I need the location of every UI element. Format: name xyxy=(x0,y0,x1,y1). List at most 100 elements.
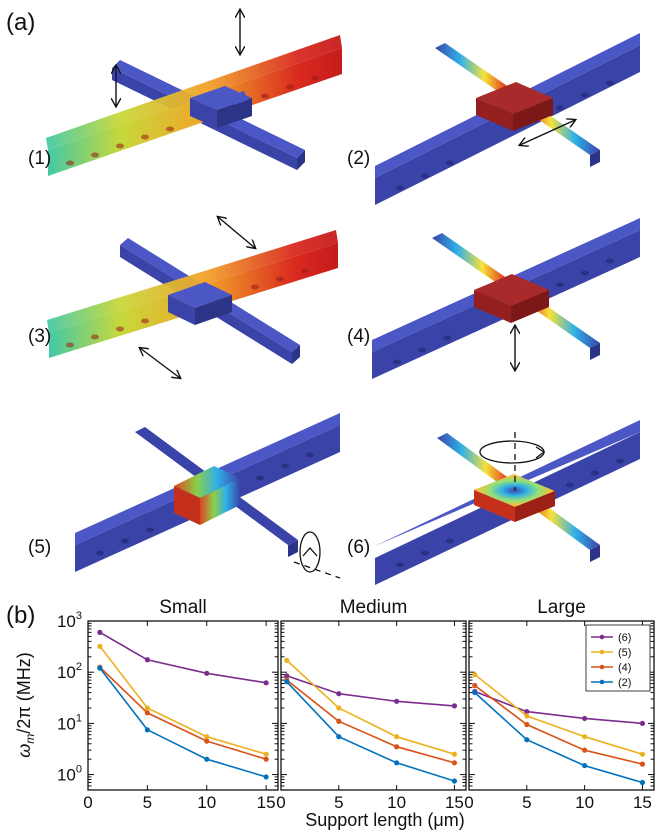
data-point xyxy=(336,734,342,740)
data-point xyxy=(263,756,269,762)
data-point xyxy=(472,682,478,689)
mode-2-label: (2) xyxy=(347,148,370,169)
data-point xyxy=(451,760,458,766)
chart-large: 0 5 10 15 Large (6) (5) (4) (2) xyxy=(464,597,655,812)
plot-frame xyxy=(468,620,655,791)
data-point xyxy=(582,762,588,769)
series-line-4 xyxy=(474,684,643,765)
data-point xyxy=(144,705,150,711)
chart-title: Large xyxy=(537,597,586,618)
data-point xyxy=(639,751,646,757)
legend-label: (2) xyxy=(618,677,631,689)
legend-marker xyxy=(599,649,605,655)
data-point xyxy=(582,747,588,753)
chart-title: Small xyxy=(159,597,207,618)
data-point xyxy=(97,629,103,635)
legend-marker xyxy=(599,679,605,685)
x-tick-label: 15 xyxy=(633,793,652,812)
legend-label: (4) xyxy=(618,662,631,674)
mode-4-illustration xyxy=(372,218,640,379)
x-tick-label: 5 xyxy=(522,793,531,812)
mode-1-illustration xyxy=(46,10,342,176)
data-point xyxy=(263,751,269,757)
data-point xyxy=(336,691,342,697)
data-point xyxy=(336,718,342,724)
mode-frequency-charts: 100 101 102 103 0 5 10 15 Small 0 5 10 15 Medium 0 5 10 1… xyxy=(57,597,655,812)
x-tick-label: 10 xyxy=(197,793,216,812)
x-tick-label: 10 xyxy=(387,793,406,812)
series-line-4 xyxy=(99,666,267,760)
x-tick-label: 0 xyxy=(276,793,285,812)
y-tick-label: 101 xyxy=(57,712,82,733)
series-line-2 xyxy=(474,692,643,784)
plot-frame xyxy=(87,620,279,791)
panel-a-label: (a) xyxy=(6,9,35,36)
legend-marker xyxy=(599,664,605,670)
mode-4-label: (4) xyxy=(347,326,370,347)
panel-b-label: (b) xyxy=(6,602,35,629)
data-point xyxy=(394,734,400,740)
series-line-2 xyxy=(286,681,455,782)
plot-frame xyxy=(280,620,467,791)
data-point xyxy=(639,761,646,767)
series-line-5 xyxy=(286,659,455,755)
data-point xyxy=(284,657,290,663)
y-tick-label: 100 xyxy=(57,764,82,785)
data-point xyxy=(472,671,478,678)
x-tick-label: 0 xyxy=(83,793,92,812)
series-line-5 xyxy=(474,673,643,755)
data-point xyxy=(394,698,400,704)
data-point xyxy=(204,738,210,744)
data-point xyxy=(97,643,103,649)
data-point xyxy=(451,778,458,784)
x-tick-label: 5 xyxy=(334,793,343,812)
data-point xyxy=(204,734,210,740)
legend-marker xyxy=(599,634,605,640)
mode-5-illustration xyxy=(75,413,341,579)
data-point xyxy=(144,657,150,663)
series-line-6 xyxy=(286,675,455,707)
data-point xyxy=(144,727,150,733)
data-point xyxy=(582,715,588,722)
data-point xyxy=(284,673,290,679)
legend-label: (5) xyxy=(618,647,631,659)
series-line-4 xyxy=(286,679,455,764)
data-point xyxy=(451,751,458,757)
x-tick-label: 5 xyxy=(143,793,152,812)
data-point xyxy=(263,680,269,686)
mode-5-label: (5) xyxy=(28,537,51,558)
y-axis-label: ωm/2π (MHz) xyxy=(14,652,37,757)
mode-3-label: (3) xyxy=(28,326,51,347)
x-tick-label: 15 xyxy=(445,793,464,812)
data-point xyxy=(472,689,478,696)
chart-title: Medium xyxy=(340,597,408,618)
data-point xyxy=(524,721,530,728)
mode-6-label: (6) xyxy=(347,537,370,558)
x-tick-label: 10 xyxy=(575,793,594,812)
data-point xyxy=(97,665,103,671)
data-point xyxy=(263,774,269,780)
chart-medium: 0 5 10 15 Medium xyxy=(276,597,467,812)
mode-1-label: (1) xyxy=(28,148,51,169)
data-point xyxy=(524,708,530,715)
y-tick-label: 102 xyxy=(57,661,82,682)
data-point xyxy=(284,679,290,685)
data-point xyxy=(394,760,400,766)
series-line-5 xyxy=(99,645,267,755)
x-tick-label: 15 xyxy=(257,793,276,812)
series-line-6 xyxy=(474,690,643,725)
y-tick-label: 103 xyxy=(57,610,82,631)
data-point xyxy=(336,705,342,711)
data-point xyxy=(524,737,530,743)
x-tick-label: 0 xyxy=(464,793,473,812)
x-axis-label: Support length (μm) xyxy=(305,810,464,830)
data-point xyxy=(451,703,458,709)
data-point xyxy=(524,713,530,719)
legend-label: (6) xyxy=(618,632,631,644)
data-point xyxy=(394,744,400,750)
data-point xyxy=(582,734,588,740)
data-point xyxy=(639,720,646,726)
mode-3-illustration xyxy=(47,217,338,378)
mode-2-illustration xyxy=(375,33,640,205)
